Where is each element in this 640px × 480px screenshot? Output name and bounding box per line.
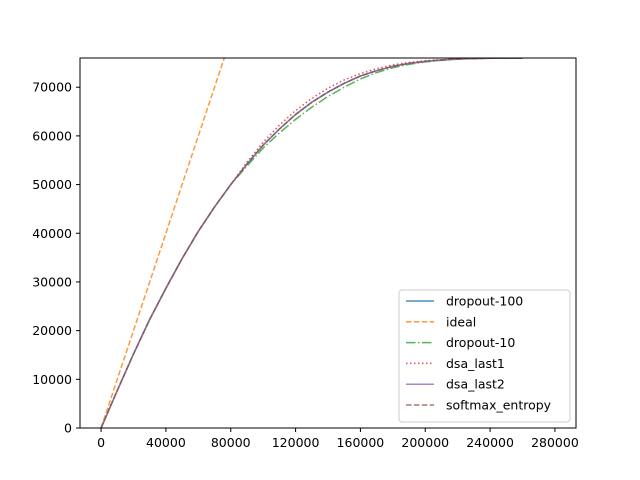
y-axis: 0 10000 20000 30000 40000 50000 60000 70000 — [32, 80, 80, 436]
x-tick-label: 120000 — [272, 435, 320, 450]
x-tick-label: 0 — [97, 435, 105, 450]
y-tick-label: 40000 — [32, 226, 72, 241]
legend-box — [398, 289, 571, 423]
y-tick-label: 60000 — [32, 128, 72, 143]
series-line-softmax_entropy — [100, 58, 523, 428]
x-tick-label: 200000 — [401, 435, 449, 450]
legend-label-softmax_entropy: softmax_entropy — [446, 398, 552, 413]
x-tick-label: 160000 — [337, 435, 385, 450]
y-tick-label: 20000 — [32, 323, 72, 338]
legend-label-dropout-100: dropout-100 — [446, 294, 523, 309]
x-axis: 0 40000 80000 120000 160000 200000 240000 28000… — [97, 428, 579, 450]
plot-frame — [79, 57, 577, 429]
legend-label-dsa_last2: dsa_last2 — [446, 377, 505, 392]
y-tick-label: 10000 — [32, 372, 72, 387]
x-tick-label: 40000 — [146, 435, 186, 450]
series-line-ideal — [100, 58, 225, 428]
y-tick-label: 0 — [64, 421, 72, 436]
legend-label-ideal: ideal — [446, 314, 476, 329]
y-tick-label: 50000 — [32, 177, 72, 192]
x-tick-label: 240000 — [466, 435, 514, 450]
legend-label-dropout-10: dropout-10 — [446, 335, 515, 350]
y-tick-label: 30000 — [32, 274, 72, 289]
y-tick-label: 70000 — [32, 80, 72, 95]
series-lines — [100, 58, 523, 428]
x-tick-label: 80000 — [211, 435, 251, 450]
legend-label-dsa_last1: dsa_last1 — [446, 356, 505, 371]
x-tick-label: 280000 — [531, 435, 579, 450]
legend: dropout-100 ideal dropout-10 dsa_last1 dsa_l… — [398, 289, 571, 423]
